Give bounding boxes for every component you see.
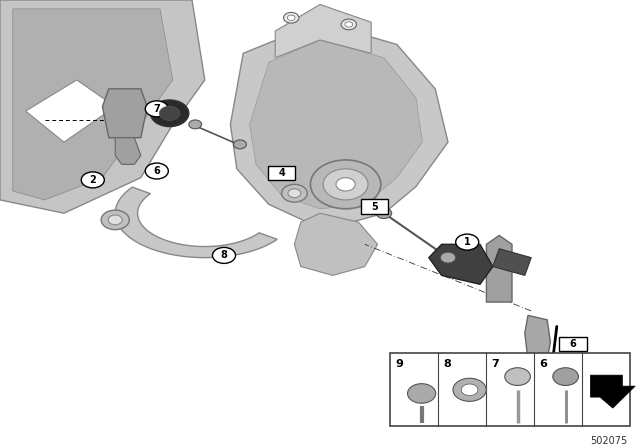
Circle shape [336, 178, 355, 191]
Polygon shape [486, 236, 512, 302]
Circle shape [145, 101, 168, 117]
Circle shape [150, 100, 189, 127]
FancyBboxPatch shape [360, 199, 388, 214]
Circle shape [284, 13, 299, 23]
Polygon shape [102, 89, 147, 138]
Polygon shape [429, 244, 493, 284]
Circle shape [376, 208, 392, 219]
Circle shape [505, 368, 531, 385]
Text: 1: 1 [464, 237, 470, 247]
Circle shape [323, 169, 368, 200]
Circle shape [341, 19, 356, 30]
Text: 9: 9 [395, 359, 403, 369]
Text: 8: 8 [221, 250, 227, 260]
Text: 7: 7 [491, 359, 499, 369]
Text: 4: 4 [278, 168, 285, 178]
Text: 6: 6 [539, 359, 547, 369]
Polygon shape [250, 40, 422, 209]
Polygon shape [13, 9, 173, 200]
Polygon shape [26, 80, 115, 142]
Circle shape [212, 247, 236, 263]
Polygon shape [525, 315, 550, 360]
Polygon shape [0, 0, 205, 213]
Circle shape [145, 163, 168, 179]
Text: 5: 5 [371, 202, 378, 211]
Circle shape [234, 140, 246, 149]
Circle shape [456, 234, 479, 250]
Polygon shape [230, 22, 448, 222]
Circle shape [529, 356, 552, 372]
FancyBboxPatch shape [559, 353, 587, 367]
Polygon shape [275, 4, 371, 58]
Circle shape [288, 189, 301, 198]
Circle shape [287, 15, 295, 21]
Circle shape [453, 378, 486, 401]
Circle shape [159, 106, 180, 121]
Polygon shape [294, 213, 378, 276]
Circle shape [345, 22, 353, 27]
Text: 8: 8 [443, 359, 451, 369]
Circle shape [553, 368, 579, 385]
FancyBboxPatch shape [390, 353, 630, 426]
Circle shape [440, 252, 456, 263]
Circle shape [408, 383, 436, 403]
Text: 7: 7 [154, 104, 160, 114]
Circle shape [101, 210, 129, 230]
Text: 6: 6 [154, 166, 160, 176]
Polygon shape [590, 375, 635, 408]
Circle shape [81, 172, 104, 188]
Polygon shape [115, 187, 277, 258]
Circle shape [189, 120, 202, 129]
Polygon shape [115, 138, 141, 164]
Text: 502075: 502075 [590, 436, 627, 446]
Polygon shape [493, 249, 531, 276]
Text: 3: 3 [570, 355, 576, 365]
Circle shape [282, 184, 307, 202]
Text: 9: 9 [538, 359, 544, 369]
Text: 6: 6 [570, 339, 576, 349]
FancyBboxPatch shape [268, 166, 296, 181]
Circle shape [108, 215, 122, 225]
Text: 2: 2 [90, 175, 96, 185]
Circle shape [310, 160, 381, 209]
FancyBboxPatch shape [559, 337, 587, 352]
Circle shape [461, 384, 478, 396]
